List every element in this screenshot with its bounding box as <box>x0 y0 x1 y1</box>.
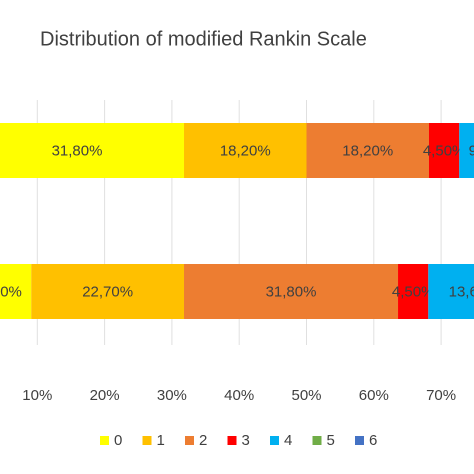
legend-swatch <box>270 436 279 445</box>
legend-label: 3 <box>242 432 250 449</box>
legend-swatch <box>312 436 322 445</box>
bar-segment <box>459 123 474 178</box>
legend-label: 0 <box>114 432 122 449</box>
bar-segment <box>306 123 429 178</box>
data-label: 18,20% <box>220 142 271 159</box>
data-label: 31,80% <box>266 283 317 300</box>
data-label: 31,80% <box>52 142 103 159</box>
x-tick-label: 50% <box>291 387 321 404</box>
legend-label: 1 <box>157 432 165 449</box>
bar-segment <box>0 264 32 319</box>
bar-segment <box>428 264 474 319</box>
legend-label: 6 <box>369 432 377 449</box>
data-label: 18,20% <box>342 142 393 159</box>
x-tick-label: 10% <box>22 387 52 404</box>
data-label: 9,10% <box>0 283 22 300</box>
bar-segment <box>184 123 307 178</box>
chart-title: Distribution of modified Rankin Scale <box>40 28 367 50</box>
bar-segment <box>31 264 185 319</box>
legend-swatch <box>355 436 364 445</box>
data-label: 22,70% <box>82 283 133 300</box>
x-tick-label: 70% <box>426 387 456 404</box>
bar-segment <box>184 264 399 319</box>
data-label: 4,50% <box>423 142 466 159</box>
bar-segment <box>398 264 429 319</box>
bar-segment <box>428 123 460 178</box>
legend-label: 2 <box>199 432 207 449</box>
legend-swatch <box>100 436 109 445</box>
x-tick-label: 30% <box>157 387 187 404</box>
data-label: 4,50% <box>392 283 435 300</box>
x-tick-label: 60% <box>359 387 389 404</box>
data-label: 13,60% <box>449 283 474 300</box>
legend-label: 5 <box>327 432 335 449</box>
x-tick-label: 20% <box>90 387 120 404</box>
x-tick-label: 40% <box>224 387 254 404</box>
legend-swatch <box>142 436 152 445</box>
data-label: 9,10% <box>469 142 474 159</box>
legend-swatch <box>227 436 237 445</box>
legend-label: 4 <box>284 432 292 449</box>
legend-swatch <box>185 436 194 445</box>
bar-segment <box>0 123 185 178</box>
